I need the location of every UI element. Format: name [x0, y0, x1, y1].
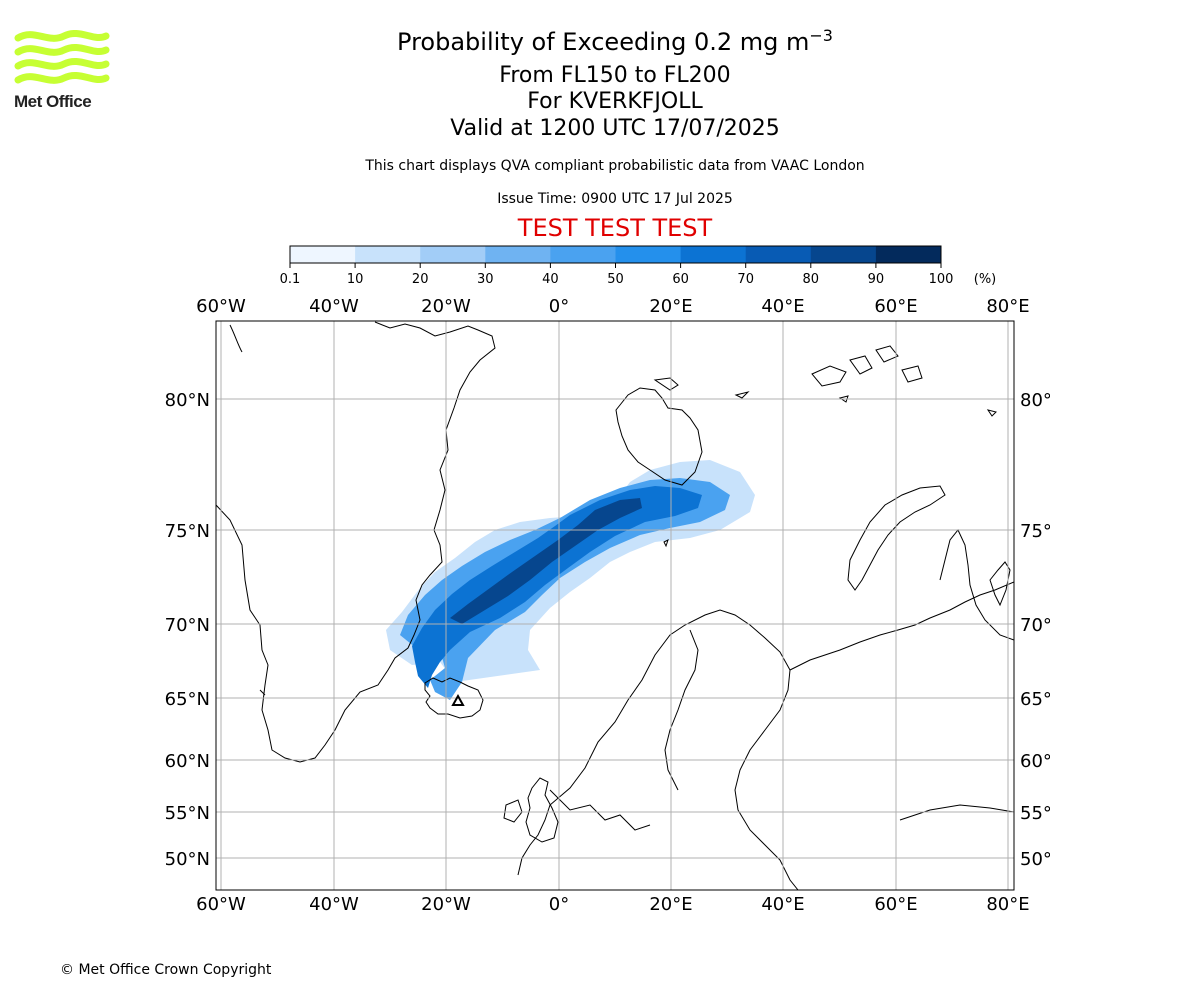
colorbar-segment	[875, 246, 942, 263]
met-office-logo: Met Office	[14, 29, 110, 114]
latitude-label: 80°N	[165, 390, 210, 411]
met-office-logo-text: Met Office	[14, 92, 92, 111]
map: 60°W 40°W 20°W 0° 20°E 40°E 60°E 80°E 60°W 40°W 2…	[165, 296, 1050, 915]
longitude-label: 40°W	[309, 296, 359, 317]
longitude-label: 20°E	[649, 894, 692, 915]
latitude-label: 60°N	[165, 751, 210, 772]
colorbar-segment	[355, 246, 421, 263]
latitude-label: 65°N	[1020, 689, 1050, 710]
latitude-label: 75°N	[165, 521, 210, 542]
longitude-label: 20°W	[421, 296, 471, 317]
colorbar-segment	[615, 246, 682, 263]
latitude-label: 80°N	[1020, 390, 1050, 411]
latitude-label: 70°N	[1020, 615, 1050, 636]
title-exponent: −3	[809, 26, 833, 45]
colorbar-segment	[290, 246, 356, 263]
title-valid-time: Valid at 1200 UTC 17/07/2025	[450, 116, 780, 141]
title-line1-text: Probability of Exceeding 0.2 mg m	[397, 28, 810, 56]
longitude-label: 40°W	[309, 894, 359, 915]
colorbar-tick-label: 60	[672, 272, 689, 287]
volcano-triangle-icon	[451, 693, 465, 706]
colorbar-tick-label: 20	[412, 272, 429, 287]
colorbar-tick-label: 0.1	[280, 272, 301, 287]
longitude-label: 80°E	[986, 894, 1029, 915]
colorbar: 0.1 10 20 30 40 50 60 70 80 90 100 (%)	[280, 245, 997, 287]
latitude-label: 55°N	[165, 803, 210, 824]
colorbar-tick-label: 10	[347, 272, 364, 287]
colorbar-segment	[420, 246, 486, 263]
latitude-label: 50°N	[165, 849, 210, 870]
colorbar-segment	[745, 246, 812, 263]
longitude-label: 20°W	[421, 894, 471, 915]
colorbar-segment	[485, 246, 551, 263]
colorbar-tick-label: 70	[737, 272, 754, 287]
title-volcano: For KVERKFJOLL	[527, 89, 703, 114]
colorbar-tick-label: 30	[477, 272, 494, 287]
chart-title: Probability of Exceeding 0.2 mg m−3	[0, 26, 1200, 56]
latitude-label: 50°N	[1020, 849, 1050, 870]
chart-subtitle: This chart displays QVA compliant probab…	[365, 158, 865, 174]
latitude-label: 70°N	[165, 615, 210, 636]
colorbar-tick-label: 90	[868, 272, 885, 287]
colorbar-tick-label: 80	[803, 272, 820, 287]
latitude-label: 55°N	[1020, 803, 1050, 824]
copyright-notice: © Met Office Crown Copyright	[60, 962, 272, 978]
map-frame	[215, 320, 1015, 891]
colorbar-unit: (%)	[974, 272, 997, 287]
met-office-wave-logo-icon	[14, 29, 110, 84]
longitude-label: 80°E	[986, 296, 1029, 317]
longitude-label: 60°W	[196, 894, 246, 915]
colorbar-tick-label: 100	[929, 272, 954, 287]
colorbar-segment	[550, 246, 616, 263]
latitude-label: 60°N	[1020, 751, 1050, 772]
plume-probability-band	[412, 486, 702, 688]
graticule	[216, 321, 1014, 890]
longitude-label: 60°E	[874, 894, 917, 915]
longitude-label: 0°	[549, 894, 569, 915]
latitude-label: 65°N	[165, 689, 210, 710]
test-banner: TEST TEST TEST	[517, 214, 713, 242]
colorbar-segment	[810, 246, 877, 263]
colorbar-segment	[680, 246, 747, 263]
map-background	[216, 321, 1014, 890]
colorbar-tick-label: 40	[542, 272, 559, 287]
latitude-label: 75°N	[1020, 521, 1050, 542]
longitude-label: 40°E	[761, 894, 804, 915]
longitude-label: 60°E	[874, 296, 917, 317]
issue-time: Issue Time: 0900 UTC 17 Jul 2025	[497, 191, 733, 207]
colorbar-tick-label: 50	[607, 272, 624, 287]
longitude-label: 20°E	[649, 296, 692, 317]
longitude-label: 40°E	[761, 296, 804, 317]
longitude-label: 0°	[549, 296, 569, 317]
longitude-label: 60°W	[196, 296, 246, 317]
title-flight-level: From FL150 to FL200	[499, 63, 731, 88]
